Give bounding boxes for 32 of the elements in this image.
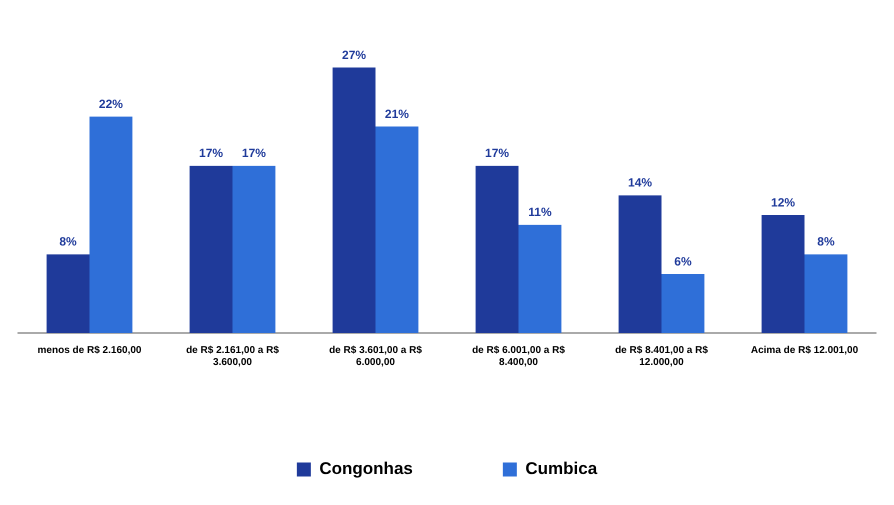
data-label: 8% (59, 234, 78, 249)
bar (618, 195, 662, 333)
legend-label: Congonhas (319, 459, 413, 478)
bar (90, 116, 132, 333)
bar (518, 224, 562, 333)
data-label: 8% (817, 234, 835, 249)
data-label: 17% (242, 146, 266, 160)
bar (476, 166, 518, 333)
data-label: 14% (628, 176, 652, 190)
bar (332, 68, 376, 333)
x-tick-label: Acima de R$ 12.001,00 (750, 344, 859, 356)
bar (662, 274, 704, 333)
bar (190, 166, 232, 333)
legend-label: Cumbica (525, 459, 598, 478)
data-label: 27% (342, 48, 366, 62)
bar (804, 254, 848, 333)
bar (232, 166, 276, 333)
data-label: 6% (674, 254, 692, 268)
bar (762, 215, 804, 333)
x-tick-label: menos de R$ 2.160,00 (38, 344, 142, 356)
bar (376, 126, 418, 333)
data-label: 12% (771, 195, 796, 210)
x-tick-label: de R$ 3.601,00 a R$ 6.000,00 (329, 344, 422, 368)
x-tick-label: de R$ 6.001,00 a R$ 8.400,00 (472, 344, 566, 368)
x-tick-label: de R$ 8.401,00 a R$ 12.000,00 (615, 344, 708, 368)
x-tick-label: de R$ 2.161,00 a R$ 3.600,00 (186, 344, 280, 368)
data-label: 17% (485, 146, 510, 160)
data-label: 17% (199, 146, 224, 160)
data-label: 21% (384, 106, 410, 121)
data-label: 11% (528, 205, 552, 220)
data-label: 22% (98, 96, 124, 111)
bar (46, 254, 90, 333)
